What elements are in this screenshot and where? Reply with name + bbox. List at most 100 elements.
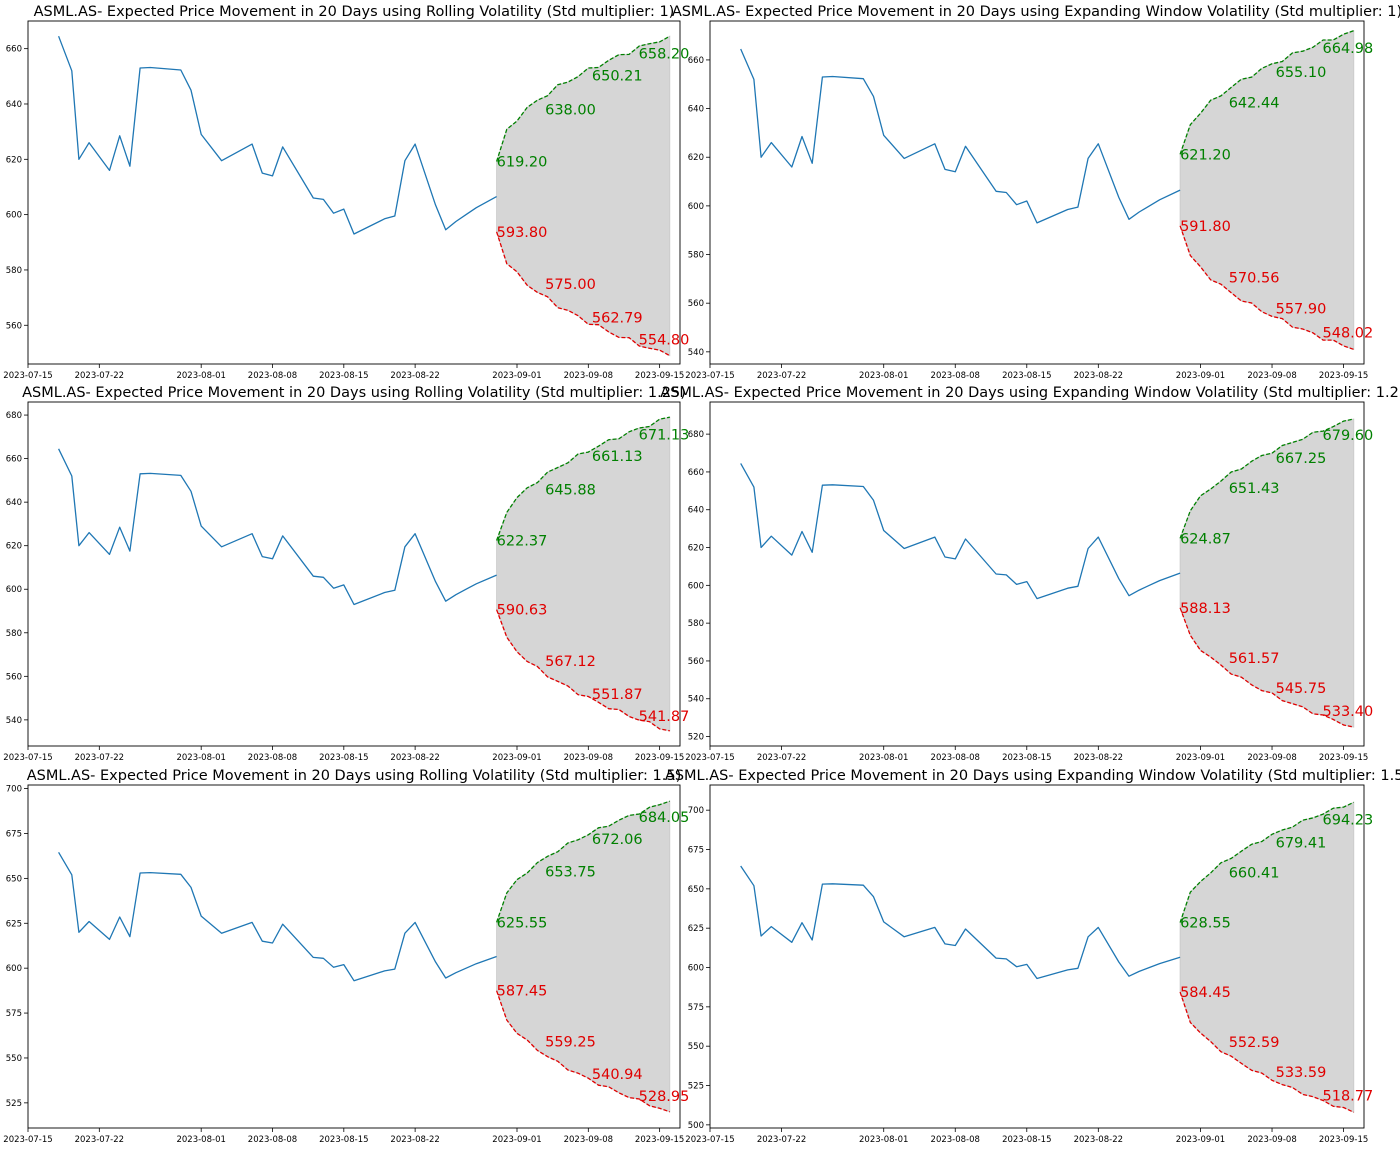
upper-annotation: 645.88 [545,482,596,498]
axes-frame [709,20,1365,365]
upper-annotation: 694.23 [1323,812,1374,828]
y-tick-label: 675 [6,829,22,839]
price-line [740,463,1181,600]
x-tick-label: 2023-08-22 [1074,1135,1123,1145]
x-tick-label: 2023-08-08 [931,753,980,763]
upper-annotation: 624.87 [1180,531,1231,547]
x-tick-label: 2023-07-22 [75,753,124,763]
upper-annotation: 661.13 [592,449,643,465]
y-tick-label: 520 [688,733,704,743]
upper-annotation: 619.20 [497,155,548,171]
lower-annotation: 540.94 [592,1067,643,1083]
y-tick-label: 650 [688,885,704,895]
axes-frame [709,784,1365,1129]
lower-annotation: 528.95 [639,1089,690,1105]
x-tick-label: 2023-08-15 [319,371,368,381]
lower-annotation: 533.40 [1323,704,1374,720]
x-tick-label: 2023-07-22 [75,1135,124,1145]
x-tick-label: 2023-09-15 [1319,753,1368,763]
y-tick-label: 620 [6,542,22,552]
x-tick-label: 2023-07-15 [685,753,734,763]
x-tick-label: 2023-09-08 [564,753,613,763]
x-tick-label: 2023-09-01 [492,753,541,763]
lower-annotation: 562.79 [592,311,643,327]
y-tick-label: 640 [688,105,704,115]
lower-bound-line [495,990,671,1113]
upper-annotation: 664.98 [1323,41,1374,57]
upper-annotation: 679.60 [1323,428,1374,444]
upper-annotation: 628.55 [1180,916,1231,932]
y-tick-label: 660 [6,45,22,55]
x-tick-label: 2023-07-15 [3,753,52,763]
y-tick-label: 550 [6,1054,22,1064]
y-tick-label: 600 [688,581,704,591]
upper-annotation: 655.10 [1276,65,1327,81]
lower-annotation: 548.02 [1323,325,1374,341]
lower-annotation: 557.90 [1276,301,1327,317]
upper-annotation: 650.21 [592,69,643,85]
x-tick-label: 2023-08-15 [319,753,368,763]
x-tick-label: 2023-09-08 [1247,753,1296,763]
upper-annotation: 622.37 [497,534,548,550]
y-tick-label: 560 [6,321,22,331]
axes-frame [27,784,681,1129]
chart-panel-1: ASML.AS- Expected Price Movement in 20 D… [3,4,689,381]
x-tick-label: 2023-09-08 [564,371,613,381]
x-tick-label: 2023-08-08 [931,371,980,381]
x-tick-label: 2023-08-15 [1002,1135,1051,1145]
y-tick-label: 575 [688,1003,704,1013]
upper-annotation: 684.05 [639,810,690,826]
y-tick-label: 540 [688,348,704,358]
upper-bound-line [495,416,670,541]
x-tick-label: 2023-09-08 [1247,371,1296,381]
lower-annotation: 593.80 [497,225,548,241]
upper-annotation: 679.41 [1276,836,1327,852]
lower-annotation: 545.75 [1276,681,1327,697]
y-tick-label: 600 [688,964,704,974]
upper-annotation: 621.20 [1180,147,1231,163]
lower-bound-line [1179,225,1355,351]
lower-annotation: 570.56 [1229,270,1280,286]
expected-range-band [496,800,671,1113]
lower-annotation: 590.63 [497,603,548,619]
expected-range-band [1179,801,1355,1113]
lower-annotation: 591.80 [1180,219,1231,235]
x-tick-label: 2023-07-22 [75,371,124,381]
upper-annotation: 651.43 [1229,481,1280,497]
x-tick-label: 2023-07-22 [757,1135,806,1145]
y-tick-label: 650 [6,874,22,884]
y-tick-label: 540 [688,695,704,705]
x-tick-label: 2023-08-22 [1074,371,1123,381]
y-tick-label: 580 [688,619,704,629]
y-tick-label: 600 [6,964,22,974]
y-tick-label: 675 [688,846,704,856]
x-tick-label: 2023-08-08 [248,371,297,381]
y-tick-label: 600 [6,211,22,221]
y-tick-label: 680 [6,411,22,421]
expected-range-band [1179,30,1355,350]
lower-annotation: 551.87 [592,687,643,703]
x-tick-label: 2023-07-15 [3,371,52,381]
upper-bound-line [1179,30,1355,155]
x-tick-label: 2023-07-15 [685,1135,734,1145]
chart-panel-5: ASML.AS- Expected Price Movement in 20 D… [3,768,689,1145]
y-tick-label: 700 [688,806,704,816]
y-tick-label: 620 [6,155,22,165]
lower-bound-line [495,609,670,732]
chart-title: ASML.AS- Expected Price Movement in 20 D… [672,4,1400,20]
x-tick-label: 2023-08-08 [248,1135,297,1145]
x-tick-label: 2023-09-01 [1176,753,1225,763]
lower-annotation: 518.77 [1323,1088,1374,1104]
chart-title: ASML.AS- Expected Price Movement in 20 D… [34,4,675,20]
axes-frame [709,401,1365,747]
y-tick-label: 640 [6,498,22,508]
x-tick-label: 2023-09-15 [635,753,684,763]
upper-annotation: 642.44 [1229,96,1280,112]
axes-frame [27,401,681,747]
y-tick-label: 680 [688,430,704,440]
x-tick-label: 2023-07-22 [757,753,806,763]
y-tick-label: 660 [688,468,704,478]
y-tick-label: 640 [6,100,22,110]
x-tick-label: 2023-08-01 [859,753,908,763]
